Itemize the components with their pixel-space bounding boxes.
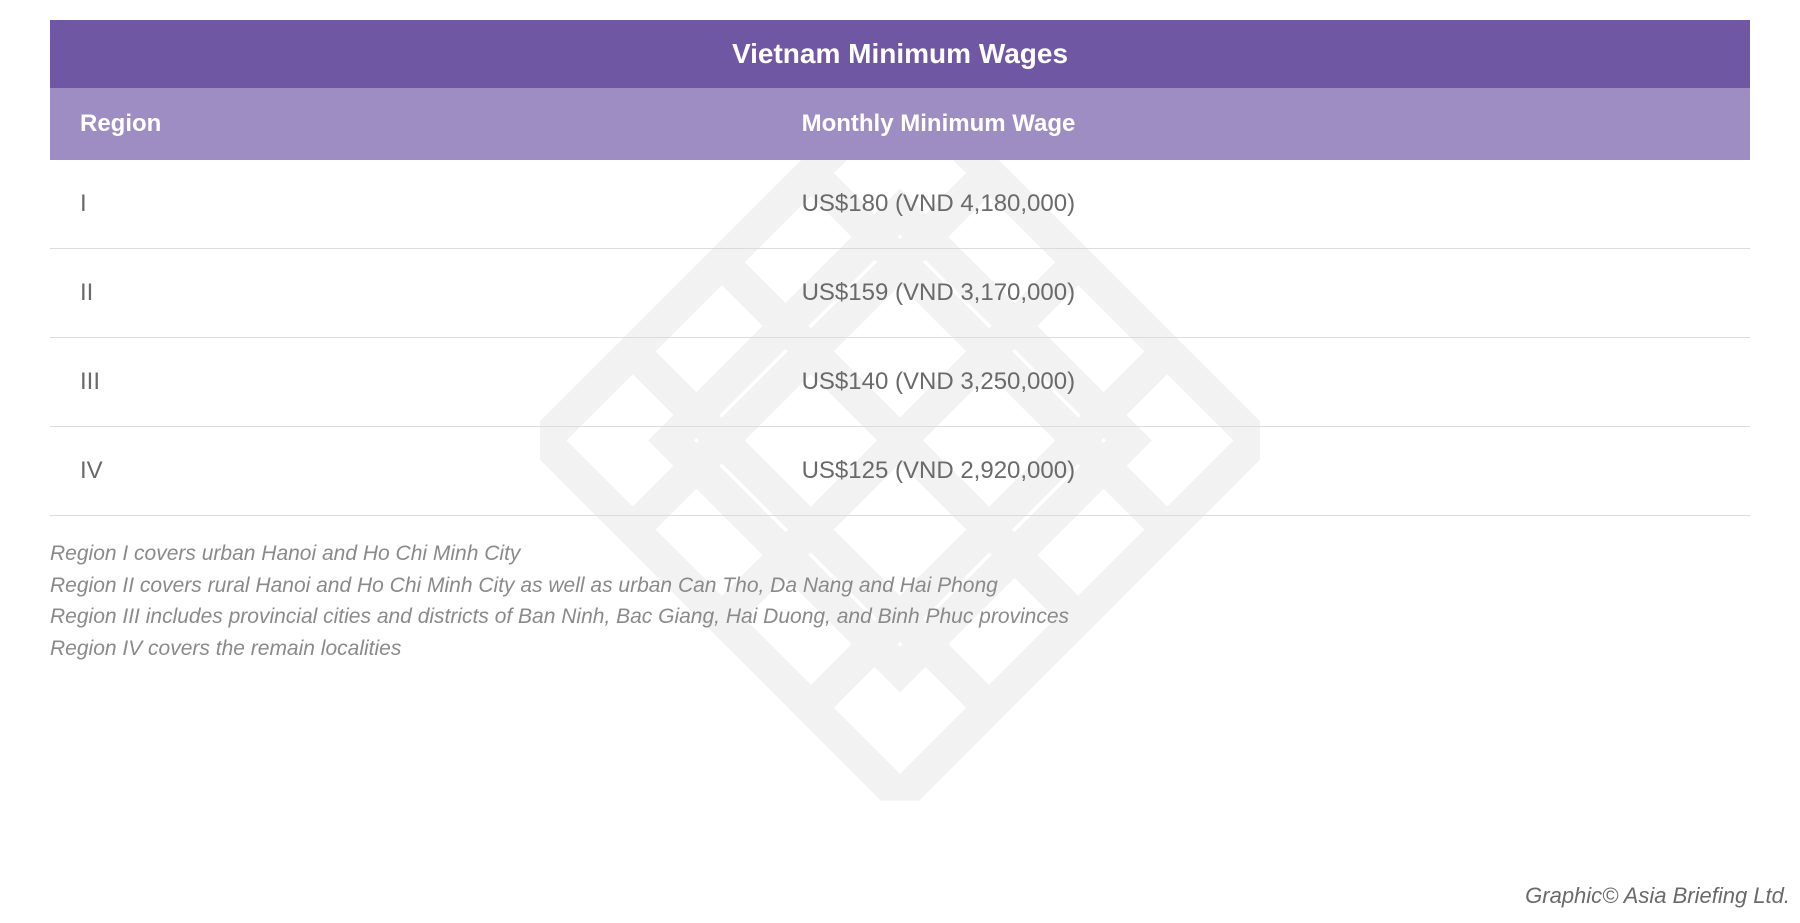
cell-region: I: [80, 190, 802, 218]
cell-wage: US$159 (VND 3,170,000): [802, 279, 1720, 307]
cell-region: III: [80, 368, 802, 396]
table-title: Vietnam Minimum Wages: [50, 20, 1750, 88]
footnote-line: Region III includes provincial cities an…: [50, 601, 1750, 633]
table-row: III US$140 (VND 3,250,000): [50, 338, 1750, 427]
cell-wage: US$180 (VND 4,180,000): [802, 190, 1720, 218]
header-region: Region: [80, 110, 802, 138]
table-row: I US$180 (VND 4,180,000): [50, 160, 1750, 249]
footnotes: Region I covers urban Hanoi and Ho Chi M…: [50, 538, 1750, 664]
table-row: II US$159 (VND 3,170,000): [50, 249, 1750, 338]
table-header-row: Region Monthly Minimum Wage: [50, 88, 1750, 160]
cell-region: II: [80, 279, 802, 307]
table-container: Vietnam Minimum Wages Region Monthly Min…: [50, 20, 1750, 664]
footnote-line: Region I covers urban Hanoi and Ho Chi M…: [50, 538, 1750, 570]
graphic-credit: Graphic© Asia Briefing Ltd.: [1525, 883, 1790, 909]
footnote-line: Region IV covers the remain localities: [50, 633, 1750, 665]
cell-wage: US$140 (VND 3,250,000): [802, 368, 1720, 396]
header-wage: Monthly Minimum Wage: [802, 110, 1720, 138]
footnote-line: Region II covers rural Hanoi and Ho Chi …: [50, 570, 1750, 602]
table-row: IV US$125 (VND 2,920,000): [50, 427, 1750, 516]
cell-wage: US$125 (VND 2,920,000): [802, 457, 1720, 485]
cell-region: IV: [80, 457, 802, 485]
